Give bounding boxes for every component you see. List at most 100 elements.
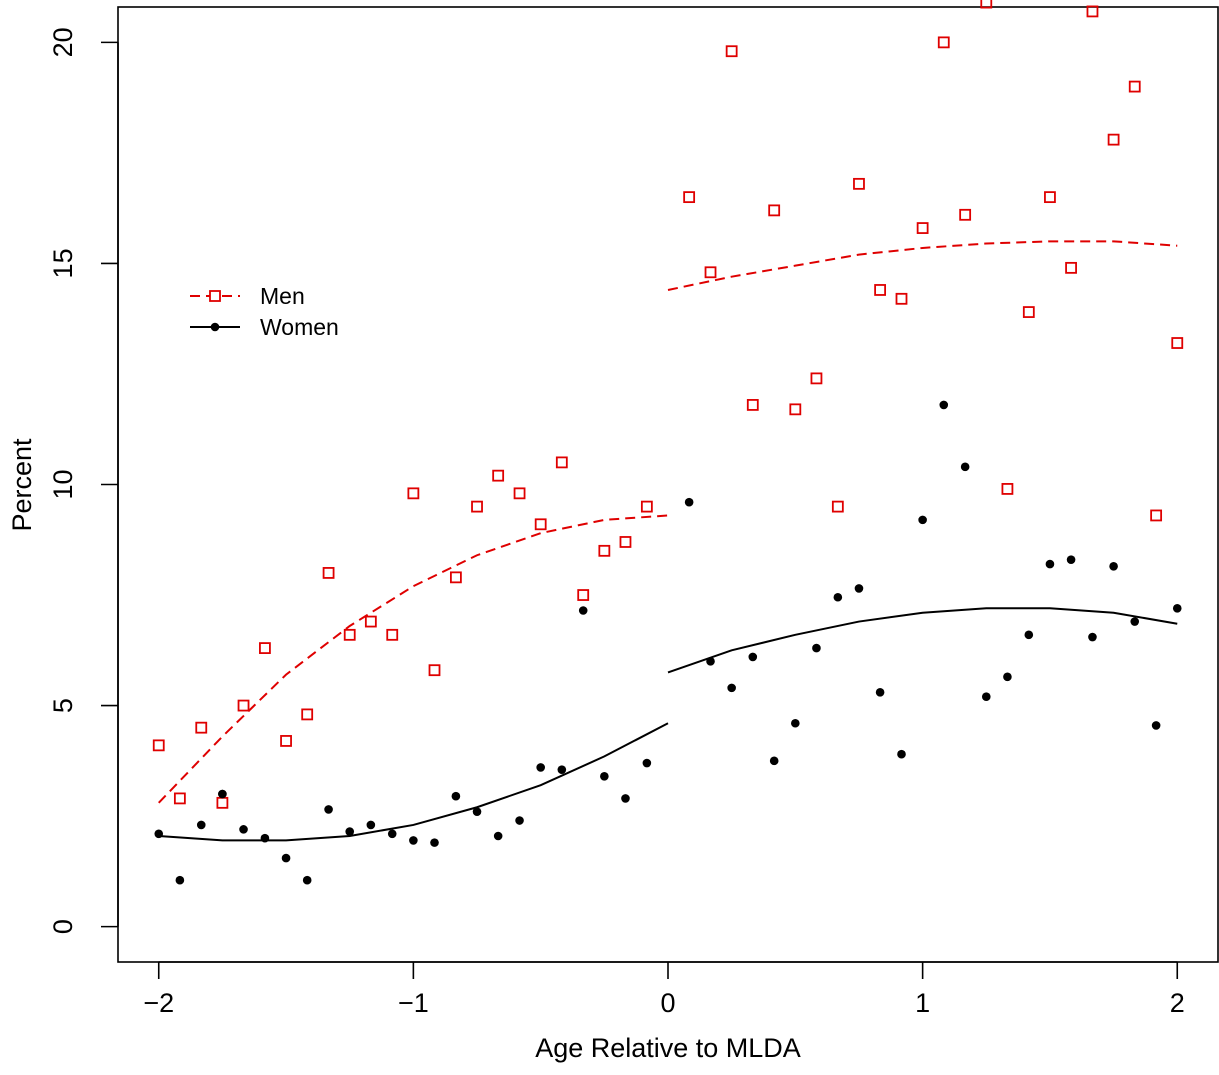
women-point <box>960 462 970 472</box>
women-point <box>748 652 758 662</box>
women-point <box>239 825 248 834</box>
men-point <box>1128 80 1141 93</box>
x-tick-label: −2 <box>143 988 174 1018</box>
men-point <box>874 284 887 296</box>
men-point <box>449 571 462 584</box>
women-point <box>1151 721 1161 730</box>
women-point <box>196 820 206 830</box>
women-point <box>791 718 800 728</box>
women-point <box>1024 630 1034 640</box>
women-point <box>833 592 843 602</box>
men-point <box>959 208 972 221</box>
women-fit-line <box>667 607 1178 674</box>
men-point <box>980 0 993 9</box>
women-point <box>430 838 439 847</box>
men-point <box>619 536 632 548</box>
women-point <box>302 875 312 885</box>
women-point <box>769 756 779 766</box>
women-point <box>154 829 164 839</box>
men-point <box>492 469 505 482</box>
women-point <box>1003 672 1012 682</box>
women-point <box>918 515 927 525</box>
women-point <box>578 606 588 615</box>
men-point <box>1150 509 1163 522</box>
men-fit-line <box>158 514 669 804</box>
men-point <box>407 487 420 500</box>
women-point <box>621 794 630 803</box>
y-tick-label: 15 <box>48 248 78 278</box>
men-point <box>640 500 653 513</box>
legend-marker-women <box>210 322 220 332</box>
women-point <box>812 643 821 653</box>
men-point <box>746 399 759 411</box>
men-point <box>152 739 165 752</box>
women-point <box>1172 603 1182 613</box>
men-point <box>322 567 335 579</box>
women-point <box>175 875 185 885</box>
women-point <box>493 831 503 841</box>
men-point <box>1065 261 1077 274</box>
fit-lines <box>158 240 1178 842</box>
women-point <box>345 827 355 836</box>
women-point <box>515 816 524 825</box>
women-point <box>557 765 567 774</box>
women-point <box>854 584 864 593</box>
men-point <box>683 191 696 204</box>
legend-label-men: Men <box>260 283 305 309</box>
y-tick-label: 0 <box>48 919 78 934</box>
men-point <box>428 664 441 677</box>
women-point <box>1109 561 1118 571</box>
women-point <box>451 791 461 801</box>
x-tick-label: 1 <box>915 988 930 1018</box>
women-point <box>600 772 609 781</box>
women-point <box>536 763 545 772</box>
y-axis-label: Percent <box>7 438 37 532</box>
men-point <box>386 628 399 641</box>
men-point <box>831 500 844 513</box>
women-point <box>409 836 418 845</box>
legend-marker-men <box>209 290 221 302</box>
men-point <box>895 292 908 305</box>
men-point <box>173 792 186 805</box>
women-point <box>1130 617 1140 626</box>
women-point <box>981 692 991 702</box>
men-point <box>471 500 483 513</box>
men-point <box>534 518 547 531</box>
men-point <box>195 721 208 734</box>
women-point <box>472 807 482 816</box>
women-point <box>897 749 906 759</box>
women-point <box>260 833 270 843</box>
men-point <box>1044 191 1056 204</box>
women-fit-line <box>158 722 669 842</box>
women-point <box>1088 632 1097 642</box>
men-point <box>916 222 929 234</box>
men-point <box>853 177 865 190</box>
men-point <box>704 266 717 279</box>
men-point <box>259 642 271 654</box>
men-point <box>216 796 229 809</box>
men-point <box>810 372 823 385</box>
y-axis: 0 5 10 15 20 <box>48 27 119 934</box>
men-point <box>280 735 292 747</box>
women-point <box>366 820 376 830</box>
men-point <box>937 36 950 49</box>
y-tick-label: 20 <box>48 27 78 57</box>
women-point <box>706 657 715 666</box>
women-point <box>218 789 227 799</box>
legend: Men Women <box>190 283 339 340</box>
men-point <box>301 708 314 721</box>
men-point <box>364 615 377 628</box>
men-point <box>768 204 781 217</box>
men-point <box>343 628 356 641</box>
y-tick-label: 10 <box>48 469 78 499</box>
women-point <box>875 688 885 697</box>
men-fit-line <box>667 240 1178 291</box>
men-point <box>598 544 611 557</box>
men-point <box>1171 337 1184 349</box>
data-points <box>152 0 1184 885</box>
men-point <box>1086 5 1099 18</box>
x-tick-label: −1 <box>398 988 429 1018</box>
men-point <box>577 589 590 601</box>
plot-frame <box>117 6 1219 963</box>
